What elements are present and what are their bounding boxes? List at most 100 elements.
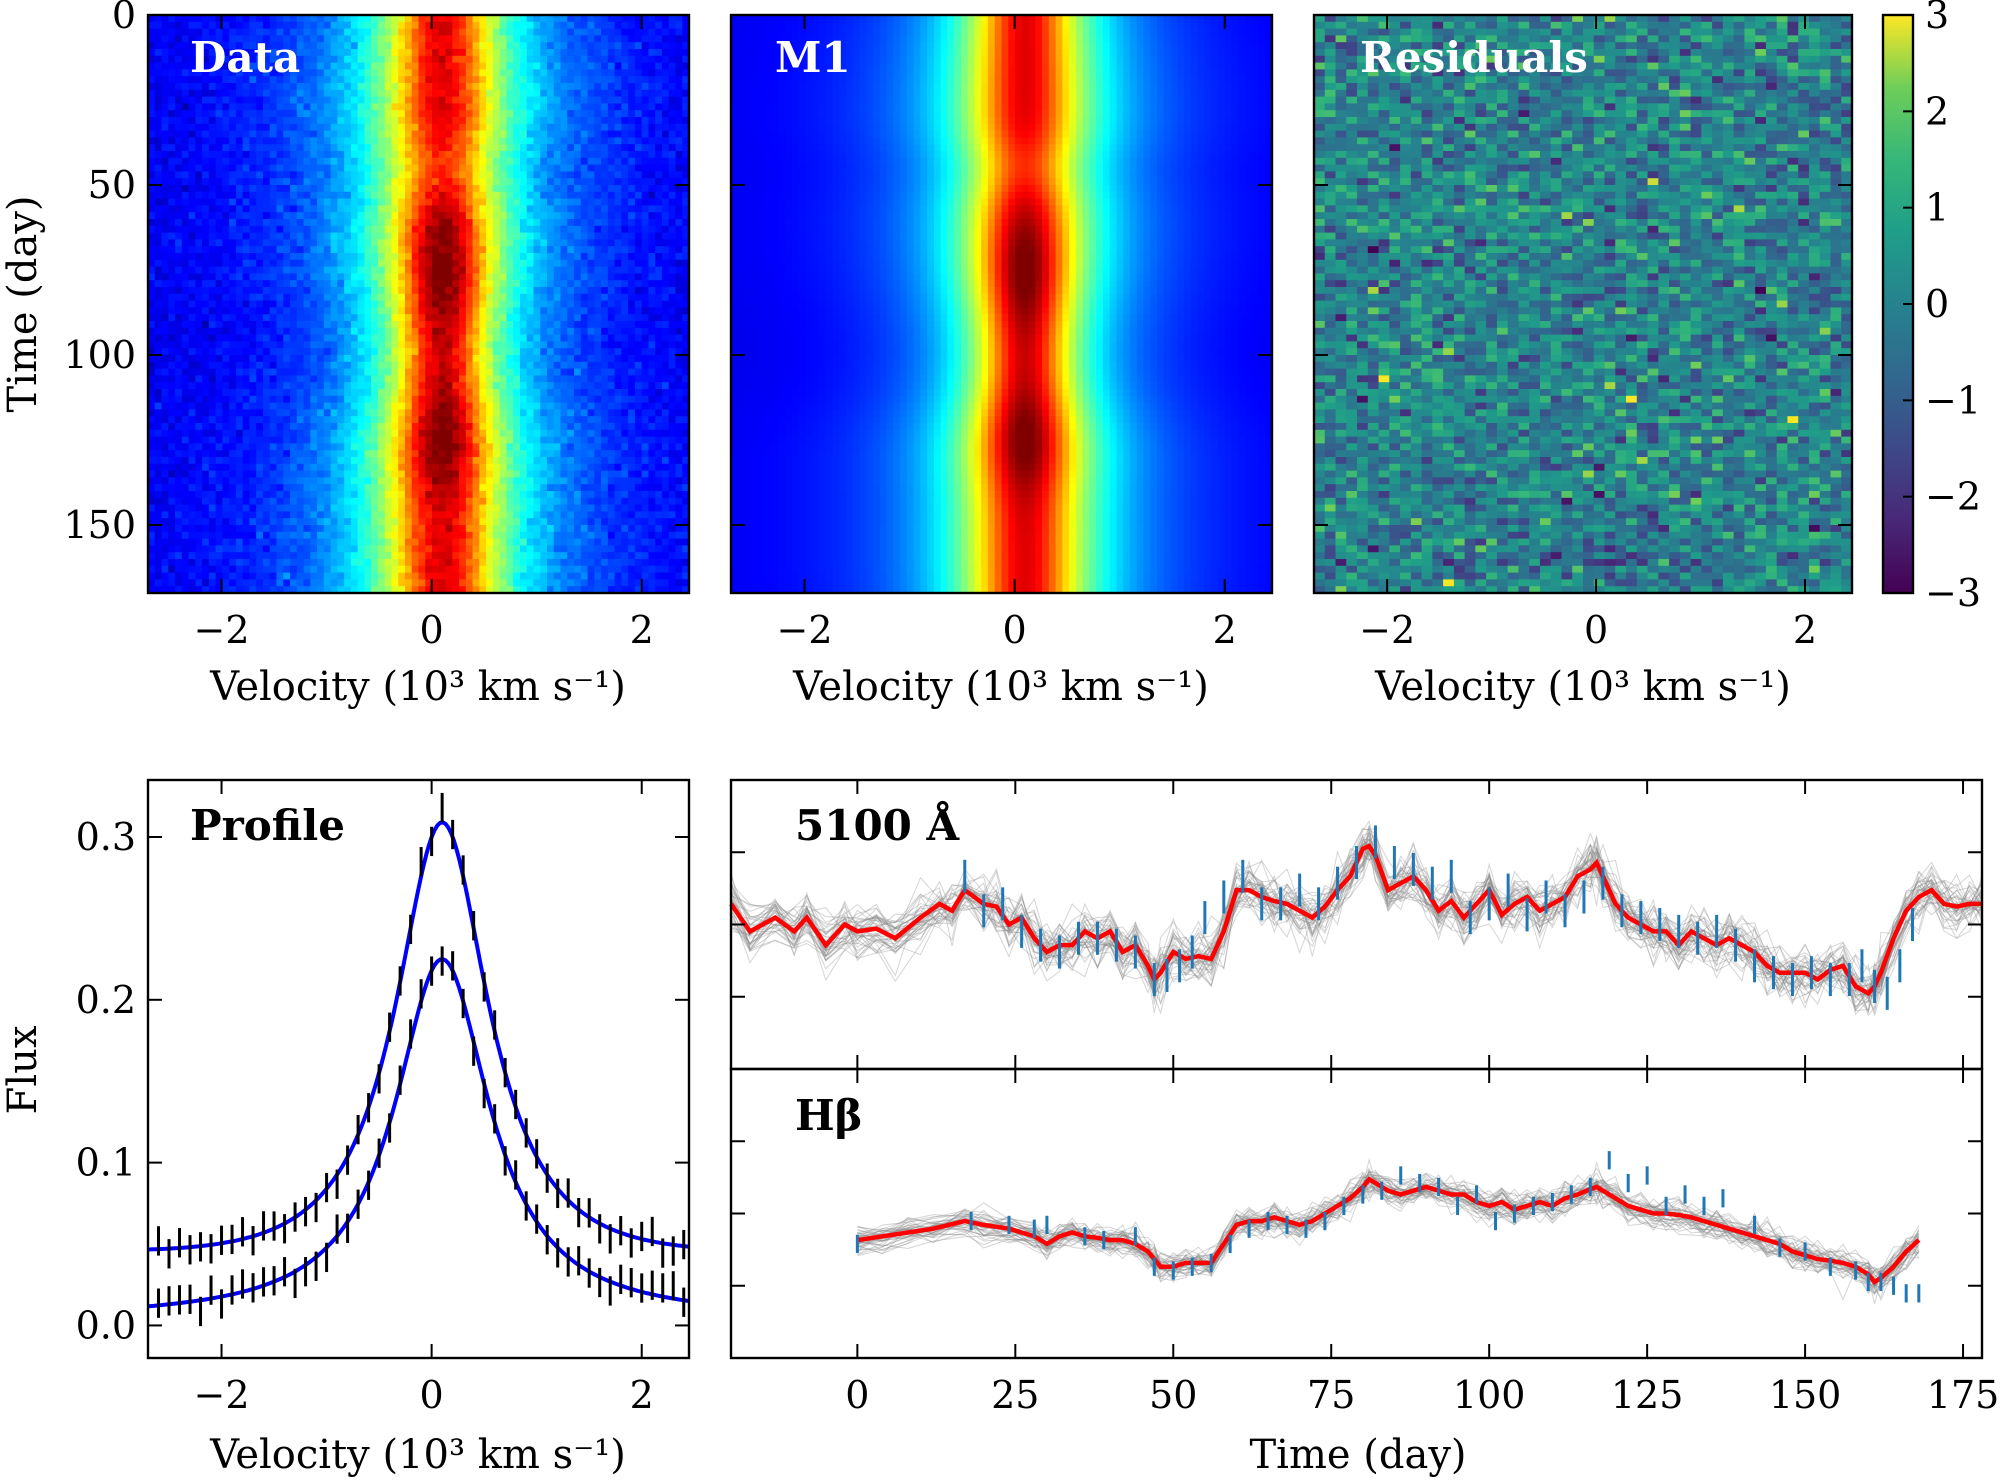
heatmap-cell (181, 219, 190, 227)
heatmap-cell (648, 246, 656, 254)
heatmap-cell (452, 375, 460, 383)
heatmap-cell (181, 83, 190, 91)
heatmap-cell (202, 409, 210, 417)
heatmap-cell (682, 402, 690, 410)
heatmap-cell (175, 21, 183, 30)
heatmap-cell (229, 341, 237, 349)
heatmap-cell (222, 144, 230, 152)
heatmap-cell (492, 239, 501, 247)
heatmap-cell (188, 321, 196, 329)
heatmap-cell (452, 205, 460, 213)
heatmap-cell (154, 273, 163, 281)
heatmap-cell (290, 15, 298, 23)
heatmap-cell (425, 191, 433, 200)
heatmap-cell (472, 69, 480, 77)
heatmap-cell (655, 382, 663, 390)
heatmap-cell (202, 21, 210, 30)
heatmap-cell (283, 280, 291, 288)
heatmap-cell (526, 287, 535, 295)
heatmap-cell (486, 178, 494, 186)
heatmap-cell (256, 164, 264, 172)
heatmap-cell (526, 130, 535, 138)
heatmap-cell (269, 375, 278, 383)
heatmap-cell (486, 327, 494, 336)
heatmap-cell (269, 293, 278, 302)
heatmap-cell (195, 225, 203, 234)
heatmap-cell (411, 225, 420, 234)
heatmap-cell (161, 321, 169, 329)
heatmap-cell (445, 171, 453, 179)
heatmap-cell (384, 225, 393, 234)
heatmap-cell (465, 273, 474, 281)
heatmap-cell (553, 103, 562, 111)
heatmap-cell (350, 416, 359, 424)
heatmap-cell (344, 76, 352, 84)
heatmap-cell (154, 239, 163, 247)
heatmap-cell (350, 334, 359, 342)
heatmap-cell (276, 307, 284, 315)
heatmap-cell (148, 35, 156, 43)
heatmap-cell (364, 151, 372, 159)
heatmap-cell (499, 212, 508, 220)
heatmap-cell (296, 171, 305, 179)
heatmap-cell (452, 55, 460, 64)
heatmap-cell (614, 280, 622, 288)
heatmap-cell (337, 137, 345, 145)
heatmap-cell (276, 144, 284, 152)
heatmap-cell (553, 321, 562, 329)
heatmap-cell (276, 259, 284, 268)
heatmap-cell (364, 266, 372, 274)
heatmap-cell (296, 307, 305, 315)
heatmap-cell (513, 144, 521, 152)
heatmap-cell (283, 35, 291, 43)
heatmap-cell (438, 117, 447, 125)
heatmap-cell (344, 436, 352, 444)
heatmap-cell (634, 42, 643, 50)
heatmap-cell (323, 103, 332, 111)
heatmap-cell (675, 49, 683, 57)
heatmap-cell (438, 327, 447, 336)
heatmap-cell (310, 375, 318, 383)
heatmap-cell (364, 307, 372, 315)
heatmap-cell (202, 83, 210, 91)
heatmap-cell (661, 239, 670, 247)
heatmap-cell (391, 402, 399, 410)
heatmap-cell (384, 389, 393, 397)
heatmap-cell (445, 164, 453, 172)
heatmap-cell (560, 341, 568, 349)
heatmap-cell (641, 198, 650, 206)
heatmap-cell (235, 300, 244, 308)
heatmap-cell (161, 130, 169, 138)
heatmap-cell (580, 212, 589, 220)
heatmap-cell (648, 83, 656, 91)
heatmap-cell (438, 137, 447, 145)
heatmap-cell (323, 219, 332, 227)
heatmap-cell (486, 205, 494, 213)
heatmap-cell (641, 293, 650, 302)
heatmap-cell (459, 395, 467, 404)
heatmap-cell (634, 287, 643, 295)
heatmap-cell (269, 287, 278, 295)
heatmap-cell (675, 35, 683, 43)
heatmap-cell (256, 62, 264, 70)
heatmap-cell (202, 35, 210, 43)
heatmap-cell (181, 355, 190, 363)
heatmap-cell (648, 334, 656, 342)
heatmap-cell (235, 83, 244, 91)
heatmap-cell (452, 382, 460, 390)
heatmap-cell (621, 355, 629, 363)
heatmap-cell (377, 382, 386, 390)
heatmap-cell (459, 368, 467, 376)
heatmap-cell (661, 321, 670, 329)
heatmap-cell (398, 273, 406, 281)
heatmap-cell (229, 42, 237, 50)
heatmap-cell (364, 280, 372, 288)
heatmap-cell (567, 205, 575, 213)
heatmap-cell (290, 164, 298, 172)
heatmap-cell (350, 69, 359, 77)
heatmap-cell (249, 395, 257, 404)
heatmap-cell (364, 321, 372, 329)
heatmap-cell (262, 307, 271, 315)
heatmap-cell (154, 96, 163, 104)
heatmap-cell (655, 416, 663, 424)
